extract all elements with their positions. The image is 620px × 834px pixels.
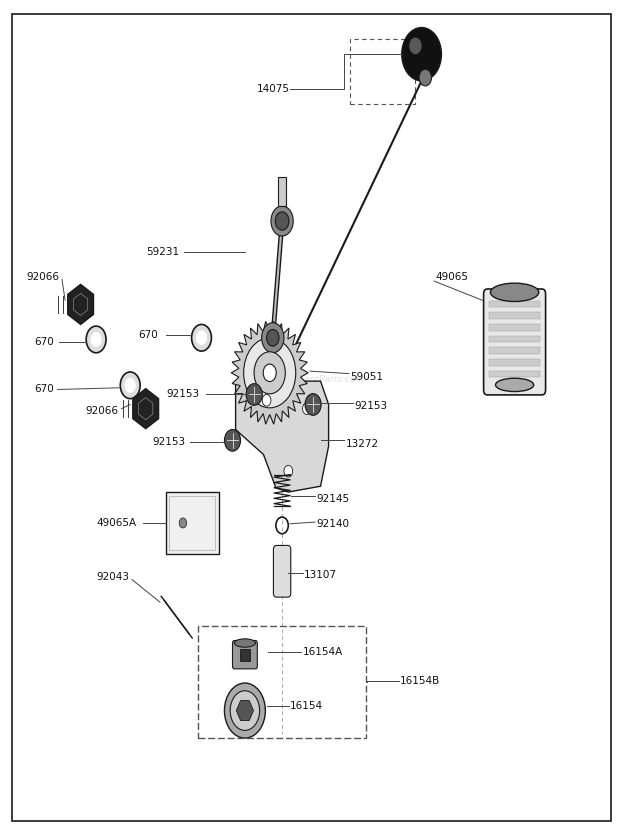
Bar [166, 491, 219, 554]
Text: 49065: 49065 [435, 272, 468, 282]
Text: 59231: 59231 [146, 247, 179, 257]
Circle shape [224, 430, 241, 451]
Polygon shape [68, 284, 94, 324]
Circle shape [192, 324, 211, 351]
Circle shape [262, 394, 271, 406]
Circle shape [303, 403, 311, 414]
Text: 670: 670 [138, 330, 158, 340]
Bar [489, 370, 540, 377]
FancyBboxPatch shape [273, 545, 291, 597]
Text: 92140: 92140 [316, 519, 349, 529]
Polygon shape [231, 321, 308, 425]
Circle shape [262, 323, 284, 353]
Text: 92145: 92145 [316, 494, 349, 504]
Text: eReplacementParts.com: eReplacementParts.com [255, 375, 365, 384]
Text: 49065A: 49065A [96, 518, 136, 528]
Circle shape [271, 206, 293, 236]
Polygon shape [236, 381, 329, 492]
Circle shape [305, 394, 321, 415]
Text: 92066: 92066 [26, 272, 59, 282]
Circle shape [246, 384, 262, 405]
Circle shape [402, 28, 441, 81]
Ellipse shape [490, 284, 539, 302]
Bar [240, 649, 250, 661]
Circle shape [91, 332, 102, 347]
Bar [198, 626, 366, 738]
Text: 92153: 92153 [355, 401, 388, 411]
Text: 13107: 13107 [304, 570, 337, 580]
Bar [489, 335, 540, 342]
Circle shape [86, 326, 106, 353]
Bar [489, 347, 540, 354]
Ellipse shape [495, 379, 534, 392]
Bar [489, 324, 540, 331]
Circle shape [196, 330, 207, 345]
Circle shape [254, 352, 285, 394]
Text: 59051: 59051 [350, 372, 383, 382]
Text: 16154B: 16154B [400, 676, 440, 686]
Bar [169, 495, 216, 550]
Bar [489, 301, 540, 308]
Circle shape [419, 69, 432, 86]
Text: 92043: 92043 [96, 572, 129, 582]
Circle shape [263, 364, 276, 382]
Circle shape [267, 329, 279, 346]
Text: 670: 670 [34, 384, 54, 394]
Text: 16154A: 16154A [303, 647, 343, 657]
Polygon shape [133, 389, 159, 429]
Text: 92066: 92066 [86, 406, 118, 416]
Ellipse shape [234, 639, 255, 647]
Circle shape [244, 338, 296, 408]
Text: 92153: 92153 [152, 437, 185, 447]
Text: 92153: 92153 [166, 389, 199, 399]
Circle shape [230, 691, 260, 731]
Circle shape [275, 212, 289, 230]
FancyBboxPatch shape [484, 289, 546, 395]
Polygon shape [236, 701, 254, 721]
Text: 670: 670 [34, 337, 54, 347]
FancyBboxPatch shape [232, 641, 257, 669]
Bar [489, 313, 540, 319]
Circle shape [125, 378, 136, 393]
Circle shape [224, 683, 265, 738]
Circle shape [409, 38, 422, 54]
Bar [278, 177, 286, 206]
Circle shape [120, 372, 140, 399]
Circle shape [284, 465, 293, 477]
Text: 13272: 13272 [345, 439, 378, 449]
Bar [489, 359, 540, 365]
Text: 16154: 16154 [290, 701, 323, 711]
Bar [350, 39, 415, 104]
Text: 14075: 14075 [257, 84, 290, 94]
Circle shape [179, 518, 187, 528]
